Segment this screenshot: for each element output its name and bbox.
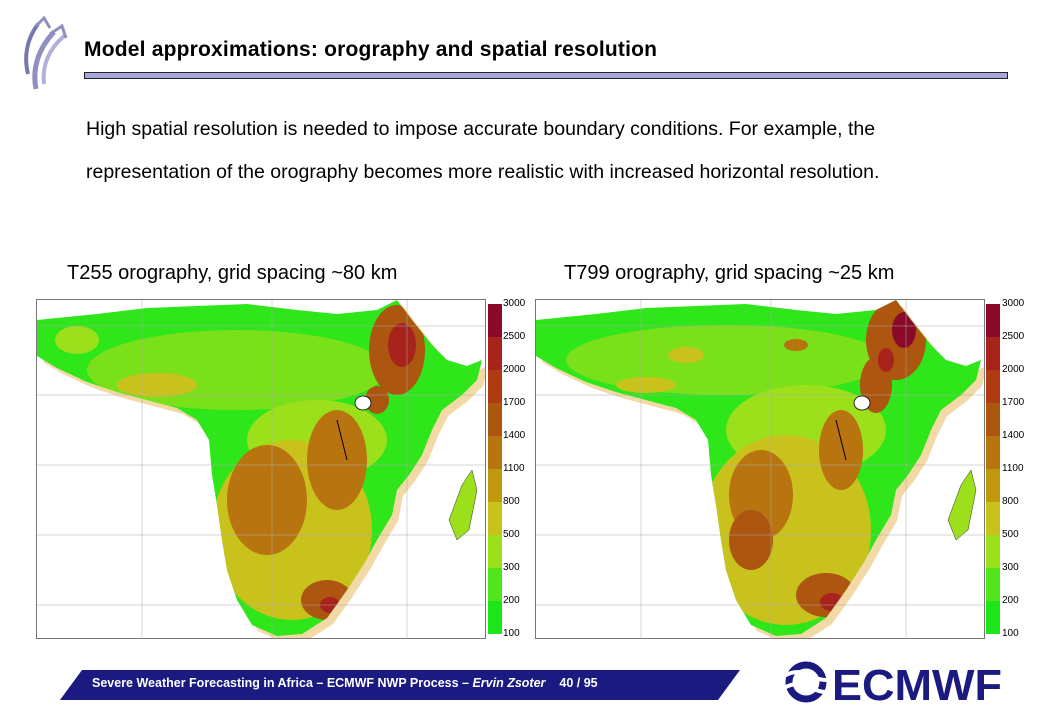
page-number: 40 / 95: [559, 676, 598, 690]
colorbar-level-label: 100: [1002, 628, 1019, 639]
colorbar-swatch: [986, 535, 1000, 568]
colorbar-swatch: [986, 403, 1000, 436]
colorbar-level-label: 500: [503, 529, 520, 540]
colorbar-swatch: [986, 568, 1000, 601]
colorbar-level-label: 1700: [1002, 397, 1025, 408]
colorbar-swatch: [986, 436, 1000, 469]
colorbar-swatch: [986, 337, 1000, 370]
colorbar-swatch: [488, 568, 502, 601]
colorbar-level-label: 1100: [503, 463, 525, 474]
colorbar-level-label: 200: [1002, 595, 1019, 606]
colorbar-swatch: [488, 535, 502, 568]
right-colorbar: [986, 304, 1000, 634]
colorbar-swatch: [986, 304, 1000, 337]
t799-orography-map: [535, 299, 985, 639]
footer: Severe Weather Forecasting in Africa – E…: [92, 676, 598, 690]
ecmwf-logo-text: ECMWF: [832, 661, 1002, 708]
colorbar-swatch: [986, 469, 1000, 502]
left-map-caption: T255 orography, grid spacing ~80 km: [67, 262, 398, 284]
colorbar-swatch: [986, 601, 1000, 634]
colorbar-level-label: 2000: [1002, 364, 1025, 375]
colorbar-swatch: [488, 469, 502, 502]
footer-title: Severe Weather Forecasting in Africa – E…: [92, 676, 473, 690]
ecmwf-swirl-logo-icon: [24, 15, 68, 90]
colorbar-swatch: [488, 601, 502, 634]
colorbar-level-label: 500: [1002, 529, 1019, 540]
left-colorbar: [488, 304, 502, 634]
colorbar-level-label: 1100: [1002, 463, 1024, 474]
slide-title: Model approximations: orography and spat…: [84, 38, 658, 61]
title-underline: [84, 72, 1008, 79]
ecmwf-waves-icon: [784, 661, 841, 703]
colorbar-level-label: 800: [503, 496, 520, 507]
colorbar-swatch: [488, 502, 502, 535]
colorbar-level-label: 3000: [1002, 298, 1025, 309]
t255-orography-map: [36, 299, 486, 639]
colorbar-level-label: 1700: [503, 397, 526, 408]
colorbar-level-label: 300: [503, 562, 520, 573]
ecmwf-logo: ECMWF: [784, 661, 1002, 708]
right-colorbar-labels: 3000 2500 2000 1700 1400 1100 800 500 300 200 100: [1002, 296, 1036, 639]
colorbar-swatch: [986, 370, 1000, 403]
colorbar-swatch: [488, 403, 502, 436]
colorbar-swatch: [986, 502, 1000, 535]
right-map-caption: T799 orography, grid spacing ~25 km: [564, 262, 895, 284]
colorbar-level-label: 100: [503, 628, 520, 639]
colorbar-level-label: 300: [1002, 562, 1019, 573]
colorbar-level-label: 3000: [503, 298, 526, 309]
body-paragraph: High spatial resolution is needed to imp…: [86, 118, 880, 183]
colorbar-swatch: [488, 370, 502, 403]
colorbar-level-label: 2500: [503, 331, 526, 342]
colorbar-swatch: [488, 304, 502, 337]
colorbar-level-label: 200: [503, 595, 520, 606]
colorbar-level-label: 1400: [503, 430, 526, 441]
colorbar-level-label: 800: [1002, 496, 1019, 507]
colorbar-swatch: [488, 436, 502, 469]
footer-author: Ervin Zsoter: [472, 676, 546, 690]
colorbar-level-label: 2500: [1002, 331, 1025, 342]
footer-band: [60, 670, 740, 700]
colorbar-level-label: 2000: [503, 364, 526, 375]
colorbar-swatch: [488, 337, 502, 370]
colorbar-level-label: 1400: [1002, 430, 1025, 441]
left-colorbar-labels: 3000 2500 2000 1700 1400 1100 800 500 300 200 100: [503, 296, 537, 639]
